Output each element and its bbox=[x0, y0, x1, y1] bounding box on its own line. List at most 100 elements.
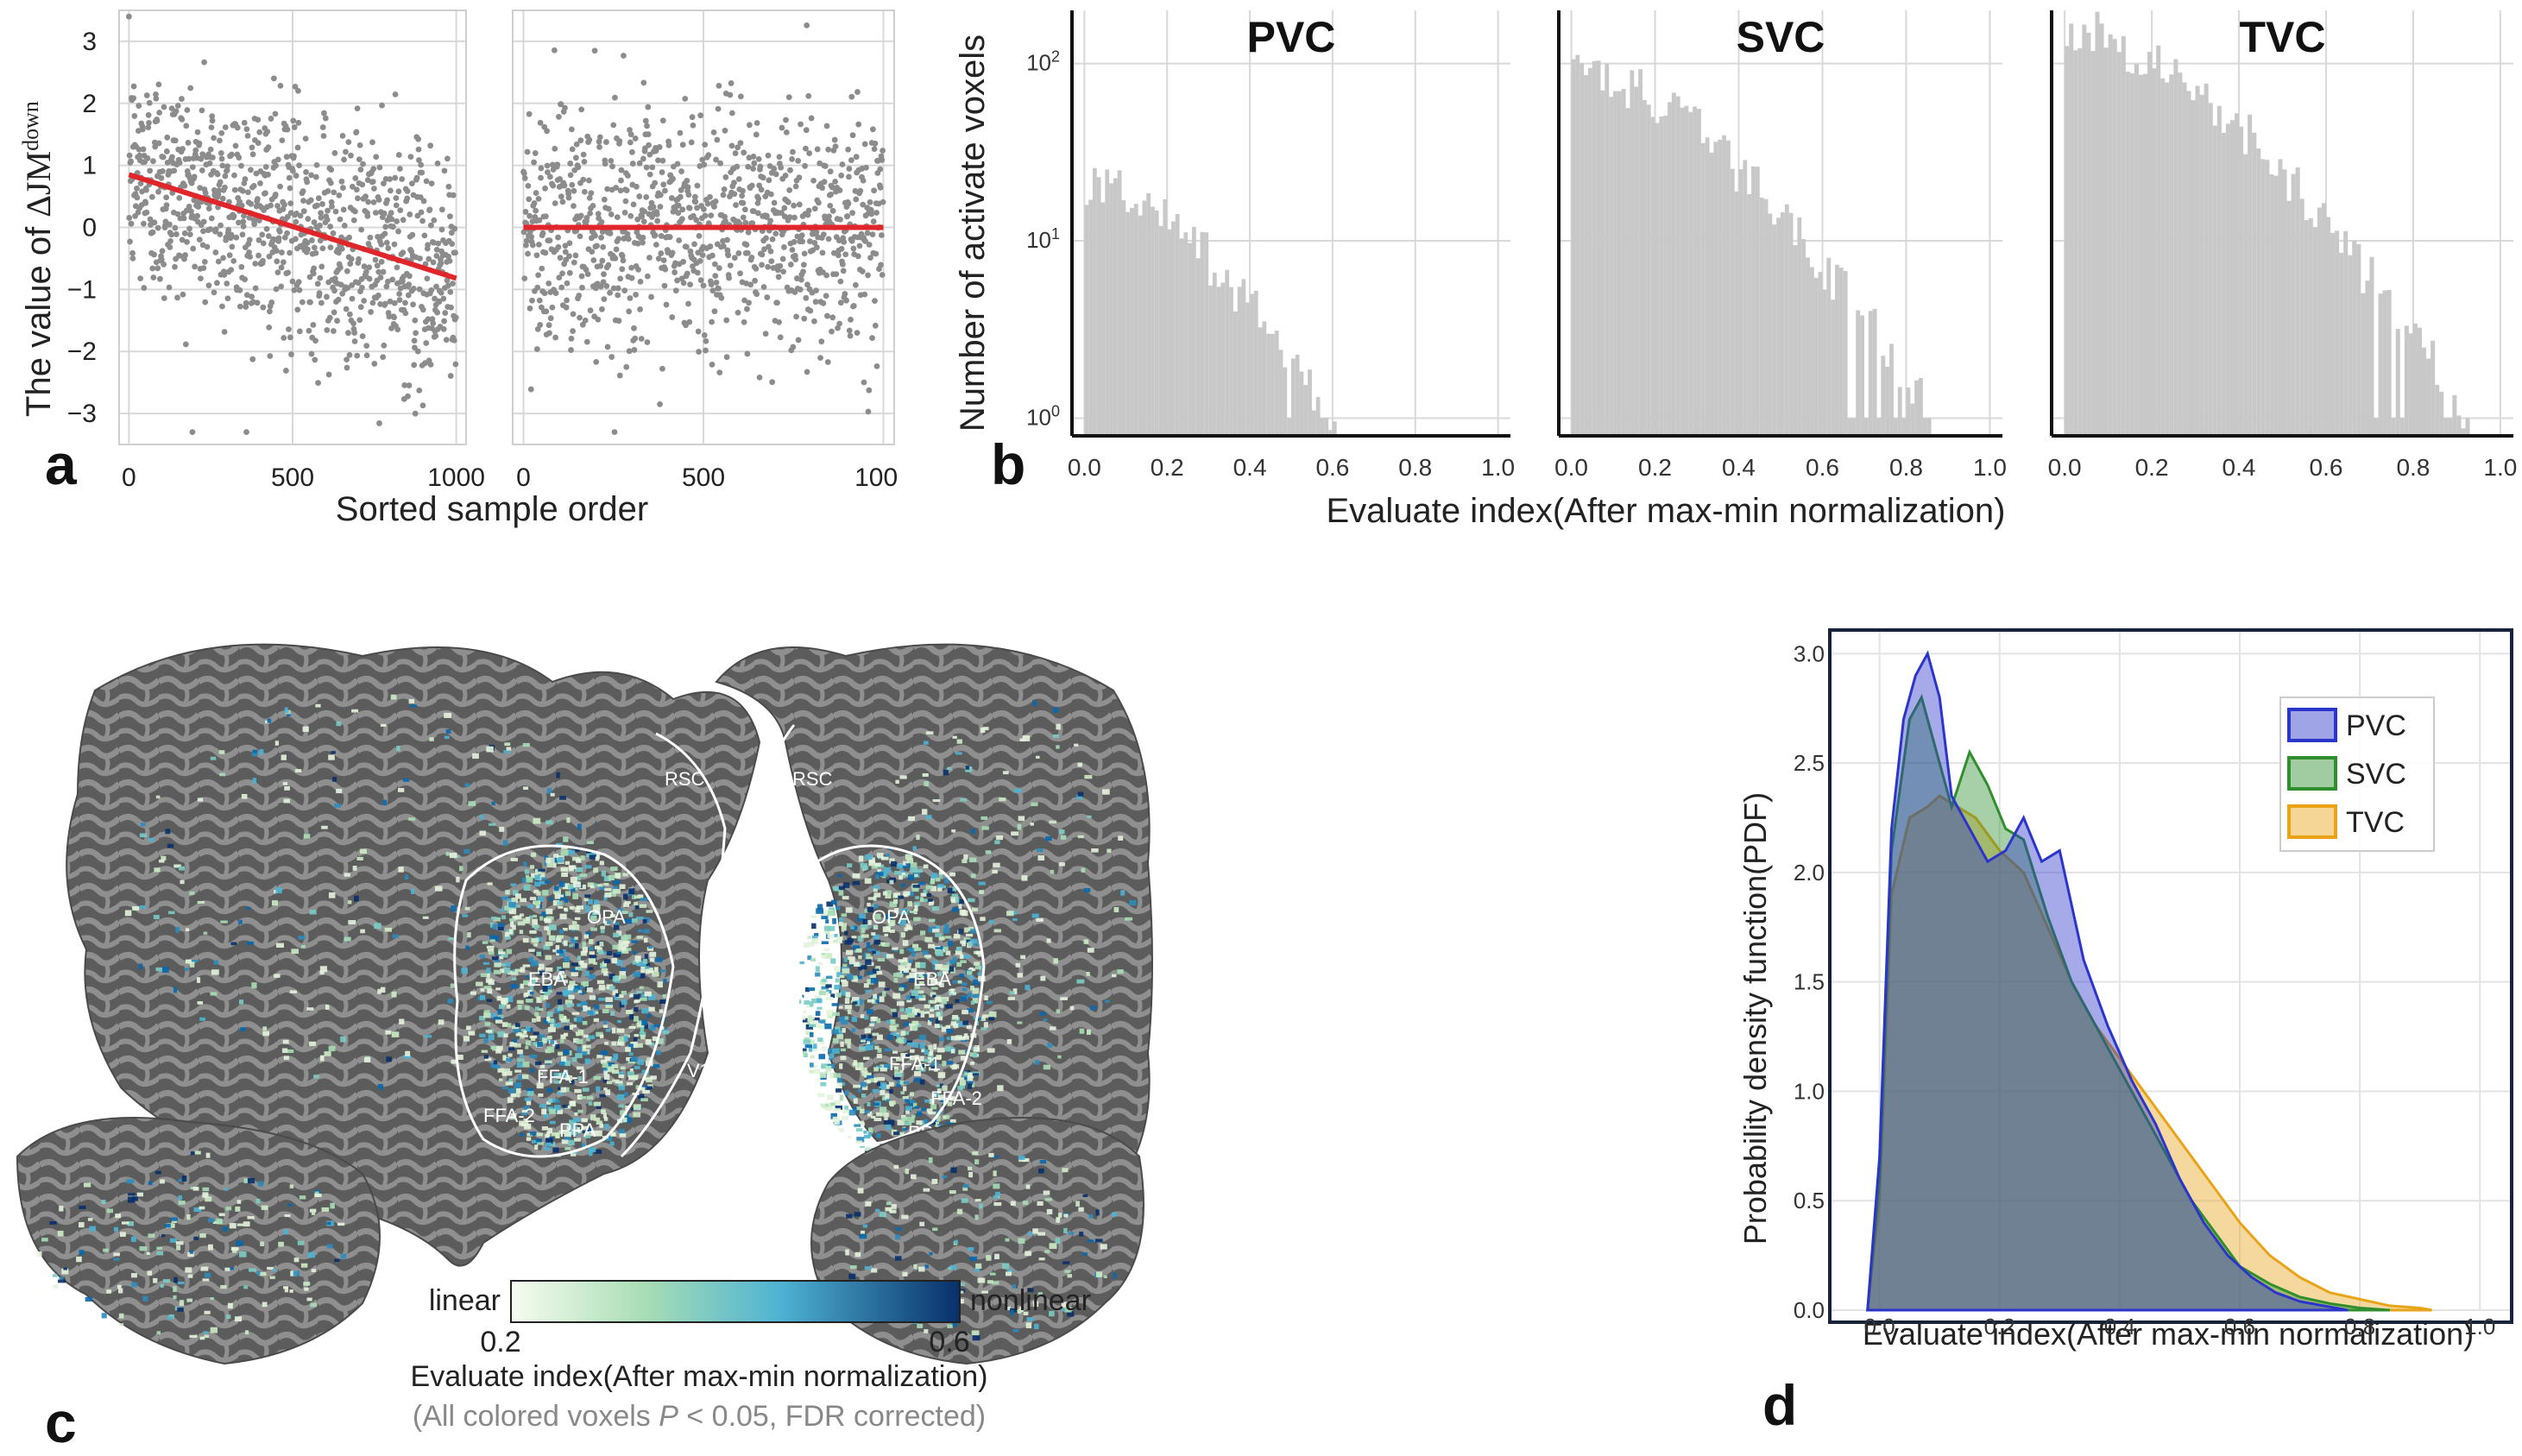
voxel bbox=[924, 1049, 929, 1056]
scatter-point bbox=[672, 287, 679, 294]
voxel bbox=[974, 1267, 980, 1272]
voxel bbox=[962, 1010, 968, 1015]
voxel bbox=[246, 941, 255, 945]
voxel bbox=[835, 1106, 843, 1110]
scatter-point bbox=[340, 206, 347, 213]
voxel bbox=[835, 993, 842, 998]
scatter-point bbox=[268, 202, 274, 209]
scatter-point bbox=[274, 269, 281, 276]
voxel bbox=[537, 1042, 543, 1047]
scatter-point bbox=[289, 278, 296, 285]
scatter-point bbox=[274, 156, 281, 163]
scatter-point bbox=[186, 155, 192, 162]
voxel bbox=[656, 1037, 664, 1044]
voxel bbox=[247, 1216, 255, 1220]
scatter-point bbox=[317, 274, 324, 281]
voxel bbox=[838, 1016, 846, 1022]
voxel bbox=[503, 1068, 511, 1072]
voxel bbox=[964, 927, 969, 933]
voxel bbox=[987, 1280, 993, 1284]
voxel bbox=[543, 994, 549, 1000]
voxel bbox=[911, 1174, 917, 1180]
voxel bbox=[952, 735, 957, 739]
voxel bbox=[925, 815, 932, 820]
voxel bbox=[854, 961, 860, 968]
voxel bbox=[616, 944, 624, 950]
voxel bbox=[867, 1111, 873, 1117]
voxel bbox=[993, 862, 1000, 867]
voxel bbox=[949, 1119, 956, 1123]
colorbar-note: (All colored voxels P < 0.05, FDR correc… bbox=[413, 1400, 986, 1433]
voxel bbox=[574, 985, 581, 989]
scatter-point bbox=[587, 307, 594, 314]
voxel bbox=[834, 966, 841, 972]
scatter-point bbox=[375, 292, 381, 299]
scatter-point bbox=[214, 171, 221, 178]
voxel bbox=[571, 972, 578, 977]
voxel bbox=[645, 1038, 652, 1045]
voxel bbox=[861, 934, 869, 938]
scatter-point bbox=[659, 169, 665, 175]
voxel bbox=[884, 867, 892, 873]
scatter-point bbox=[823, 293, 829, 299]
voxel bbox=[804, 1044, 813, 1049]
scatter-point bbox=[600, 279, 607, 286]
voxel bbox=[915, 896, 919, 899]
voxel bbox=[631, 918, 638, 923]
scatter-point bbox=[800, 262, 807, 268]
voxel bbox=[311, 1212, 316, 1215]
hist-bar bbox=[2339, 252, 2344, 436]
scatter-point bbox=[631, 347, 638, 353]
hist-bar bbox=[1175, 214, 1180, 436]
voxel bbox=[844, 1090, 849, 1096]
voxel bbox=[510, 921, 514, 928]
scatter-point bbox=[158, 174, 165, 181]
voxel bbox=[281, 1048, 288, 1053]
voxel bbox=[958, 1289, 966, 1293]
hist-bar bbox=[1881, 356, 1886, 436]
scatter-point bbox=[865, 272, 871, 279]
hist-bar bbox=[2273, 175, 2279, 437]
voxel bbox=[599, 1034, 604, 1039]
scatter-point bbox=[376, 164, 383, 171]
voxel bbox=[841, 1115, 849, 1121]
hist-bar bbox=[1609, 97, 1614, 436]
voxel bbox=[957, 1283, 965, 1287]
voxel bbox=[642, 958, 648, 964]
voxel bbox=[239, 1027, 246, 1031]
voxel bbox=[492, 1064, 501, 1069]
scatter-point bbox=[400, 217, 407, 224]
scatter-point bbox=[878, 262, 884, 268]
scatter-point bbox=[136, 103, 142, 109]
voxel bbox=[590, 927, 597, 931]
scatter-point bbox=[295, 279, 302, 286]
hist-bar bbox=[2448, 418, 2453, 436]
scatter-point bbox=[181, 182, 188, 189]
voxel bbox=[468, 801, 476, 806]
voxel bbox=[611, 1064, 619, 1068]
scatter-point bbox=[134, 185, 140, 192]
voxel bbox=[224, 1267, 230, 1271]
voxel bbox=[944, 936, 952, 939]
voxel bbox=[851, 936, 857, 939]
scatter-point bbox=[388, 210, 394, 217]
voxel bbox=[502, 954, 508, 958]
voxel bbox=[326, 1244, 333, 1249]
voxel bbox=[801, 1048, 807, 1053]
voxel bbox=[873, 1067, 879, 1072]
scatter-point bbox=[792, 256, 799, 263]
voxel bbox=[861, 1067, 867, 1074]
voxel bbox=[867, 1042, 875, 1046]
scatter-point bbox=[769, 379, 776, 386]
hist-bar bbox=[2265, 160, 2270, 436]
voxel bbox=[587, 882, 595, 887]
voxel bbox=[257, 1181, 264, 1187]
voxel bbox=[227, 1302, 233, 1309]
scatter-point bbox=[529, 242, 536, 249]
voxel bbox=[564, 1069, 569, 1074]
voxel bbox=[511, 971, 519, 975]
scatter-point bbox=[366, 275, 373, 282]
voxel bbox=[599, 886, 605, 891]
voxel bbox=[884, 1064, 892, 1069]
voxel bbox=[483, 1010, 490, 1013]
